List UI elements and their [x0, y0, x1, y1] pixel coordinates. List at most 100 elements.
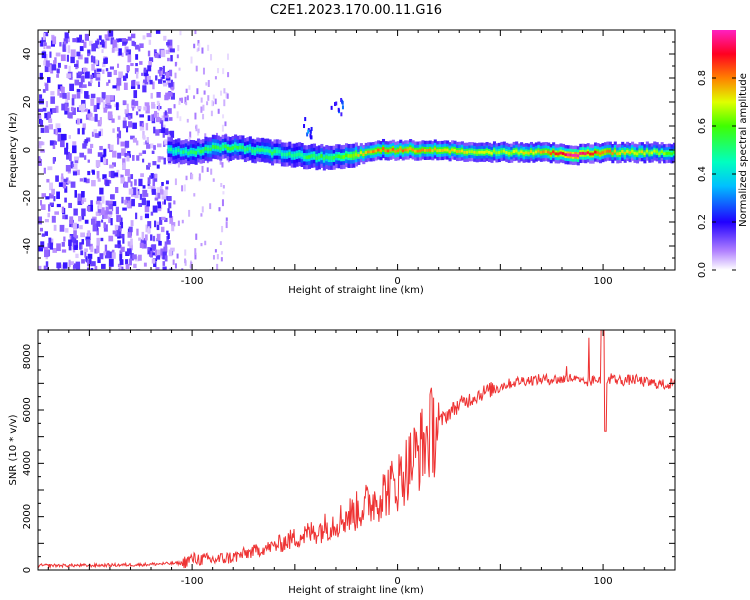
noise-cell — [141, 198, 146, 206]
noise-cell — [131, 198, 135, 207]
noise-cell — [126, 155, 130, 162]
noise-cell — [210, 168, 213, 175]
noise-cell — [111, 249, 115, 255]
noise-cell — [110, 170, 115, 179]
noise-cell — [205, 82, 208, 86]
noise-cell — [84, 33, 89, 41]
ridge-cell — [305, 155, 309, 160]
noise-cell — [88, 81, 92, 87]
noise-cell — [147, 50, 151, 57]
noise-cell — [99, 253, 104, 260]
noise-cell — [56, 262, 62, 269]
noise-cell — [121, 52, 124, 57]
noise-cell — [96, 103, 100, 110]
noise-cell — [40, 241, 45, 249]
noise-cell — [77, 54, 83, 60]
noise-cell — [156, 100, 160, 105]
noise-cell — [69, 216, 74, 225]
noise-cell — [220, 257, 223, 262]
noise-cell — [94, 265, 98, 270]
noise-cell — [97, 44, 102, 48]
noise-cell — [65, 165, 71, 172]
noise-cell — [191, 173, 194, 180]
ridge-cell — [206, 147, 210, 152]
ridge-cell — [512, 150, 516, 153]
ridge-cell — [645, 149, 649, 153]
noise-cell — [141, 72, 144, 76]
noise-cell — [163, 157, 166, 165]
noise-cell — [99, 41, 105, 48]
noise-cell — [159, 120, 164, 124]
y-tick-label: 0 — [22, 567, 33, 573]
ridge-cell — [480, 150, 484, 154]
harmonic-cell — [310, 126, 313, 131]
noise-cell — [212, 255, 215, 260]
noise-cell — [147, 75, 151, 82]
harmonic-cell — [340, 99, 343, 104]
noise-cell — [224, 121, 227, 127]
noise-cell — [133, 263, 137, 269]
noise-cell — [212, 178, 215, 182]
noise-cell — [122, 100, 127, 105]
noise-cell — [176, 253, 179, 259]
ridge-cell — [497, 151, 501, 154]
noise-cell — [167, 108, 172, 114]
noise-cell — [39, 72, 43, 80]
noise-cell — [112, 230, 118, 235]
noise-cell — [127, 36, 132, 41]
ridge-cell — [201, 149, 206, 153]
noise-cell — [130, 220, 134, 227]
noise-cell — [49, 242, 54, 250]
noise-cell — [119, 265, 122, 270]
noise-cell — [134, 68, 139, 74]
noise-cell — [62, 262, 68, 269]
ridge-cell — [337, 154, 341, 159]
ridge-cell — [453, 148, 457, 152]
noise-cell — [102, 157, 106, 165]
noise-cell — [135, 54, 139, 60]
noise-cell — [156, 234, 160, 241]
ridge-cell — [266, 148, 270, 153]
ridge-cell — [522, 151, 526, 155]
noise-cell — [221, 162, 224, 168]
noise-cell — [142, 85, 147, 93]
noise-cell — [164, 255, 168, 262]
noise-cell — [112, 85, 117, 89]
noise-cell — [86, 267, 90, 270]
noise-cell — [144, 234, 148, 241]
noise-cell — [125, 196, 131, 204]
noise-cell — [167, 57, 170, 62]
noise-cell — [179, 97, 182, 102]
noise-cell — [53, 60, 56, 67]
harmonic-cell — [309, 129, 312, 134]
ridge-cell — [342, 155, 346, 159]
noise-cell — [169, 48, 175, 53]
noise-cell — [40, 40, 44, 47]
noise-cell — [105, 206, 110, 215]
noise-cell — [42, 141, 45, 146]
y-tick-label: 8000 — [22, 344, 33, 369]
noise-cell — [108, 203, 114, 212]
colorbar-tick-label: 0.8 — [697, 70, 708, 86]
noise-cell — [126, 203, 130, 208]
noise-cell — [102, 102, 106, 109]
noise-cell — [202, 104, 205, 111]
noise-cell — [172, 259, 175, 265]
noise-cell — [156, 224, 160, 231]
ridge-cell — [354, 152, 358, 157]
noise-cell — [201, 47, 204, 54]
noise-cell — [103, 107, 108, 113]
ridge-cell — [611, 152, 615, 156]
ridge-cell — [379, 149, 383, 153]
noise-cell — [136, 155, 140, 161]
noise-cell — [160, 248, 164, 256]
noise-cell — [134, 256, 140, 262]
noise-cell — [52, 107, 57, 113]
noise-cell — [60, 54, 66, 62]
ridge-cell — [488, 150, 492, 154]
noise-cell — [76, 51, 81, 57]
noise-cell — [121, 148, 126, 156]
ridge-cell — [640, 150, 644, 154]
spectrogram-xlabel: Height of straight line (km) — [288, 285, 424, 296]
noise-cell — [84, 219, 89, 224]
